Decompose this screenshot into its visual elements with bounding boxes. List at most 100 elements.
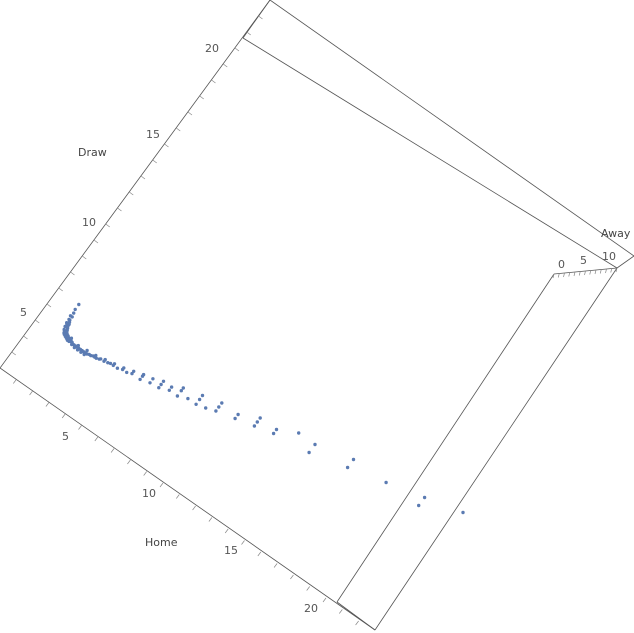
data-point [67,317,71,322]
home-tick-label: 15 [224,544,238,557]
draw-tick [199,95,204,100]
away-tick [573,271,576,277]
data-point [79,350,83,354]
data-point [179,389,183,393]
data-point [76,343,81,348]
box-edge [242,0,271,39]
box-edge [0,0,271,369]
draw-tick [93,239,99,244]
draw-tick [176,127,181,132]
data-point [307,450,311,455]
draw-tick [23,335,28,340]
away-tick [610,268,613,273]
data-point [175,394,180,398]
box-edge [242,37,618,269]
draw-tick [70,271,75,276]
home-tick [13,379,17,384]
draw-tick [223,63,228,68]
draw-tick-label: 5 [20,306,27,319]
away-axis-label: Away [601,227,631,240]
data-point [194,402,198,406]
draw-axis-label: Draw [78,146,107,159]
data-point [169,385,174,389]
away-tick [578,271,581,276]
away-tick [552,273,555,279]
data-point [65,321,69,325]
data-point [94,353,98,358]
home-tick [290,574,294,580]
data-point [62,329,67,333]
data-point [417,503,421,508]
box-edge [336,601,376,631]
box-edge [269,0,634,257]
draw-tick [58,287,63,292]
away-tick-label: 5 [580,254,587,267]
draw-axis-ticks [11,15,263,356]
draw-tick [258,15,263,20]
home-tick-label: 10 [142,487,156,500]
data-point [236,412,240,417]
away-tick [589,270,592,275]
data-point [220,401,224,405]
data-point [68,314,73,318]
data-point [274,427,279,432]
box-edge [616,255,634,269]
data-point [181,386,185,390]
home-tick [110,448,115,453]
home-tick [176,494,180,499]
home-tick-label: 5 [62,430,69,443]
home-tick-label: 20 [304,602,318,615]
data-point [204,406,208,410]
data-point [351,457,356,462]
home-tick [45,402,50,407]
home-tick [143,471,147,476]
data-point [70,342,74,347]
data-point [132,369,136,373]
away-tick [594,269,597,275]
home-tick [78,425,82,430]
home-tick [355,620,359,626]
data-point [197,397,202,402]
data-point [72,311,76,315]
draw-tick [11,351,16,356]
draw-tick [234,47,240,52]
data-point [138,377,142,382]
data-point [422,495,427,500]
data-point [255,420,259,424]
home-tick [159,482,164,488]
away-tick [599,269,602,274]
data-point [122,366,126,370]
data-point [94,356,99,360]
data-point [167,388,171,392]
data-point [217,405,221,409]
home-tick [224,528,229,534]
data-point [85,348,89,353]
box-edge [0,367,376,631]
data-point [214,409,218,413]
data-point [258,416,262,420]
data-point [73,307,77,312]
away-tick [584,270,586,276]
home-tick [29,390,33,396]
data-point [200,393,205,398]
draw-tick [105,223,110,228]
data-point [99,357,103,361]
home-axis-label: Home [145,536,178,549]
draw-tick-label: 15 [146,128,160,141]
data-point [82,352,86,357]
data-point [148,381,152,385]
draw-tick-label: 20 [205,42,219,55]
draw-tick [187,111,193,116]
home-tick [127,459,131,465]
data-point [252,424,257,428]
draw-tick [152,159,157,164]
draw-tick [140,175,146,180]
data-point [103,357,107,362]
home-tick [306,586,310,591]
data-point [151,377,155,381]
data-point [72,345,77,350]
home-tick [61,413,66,419]
